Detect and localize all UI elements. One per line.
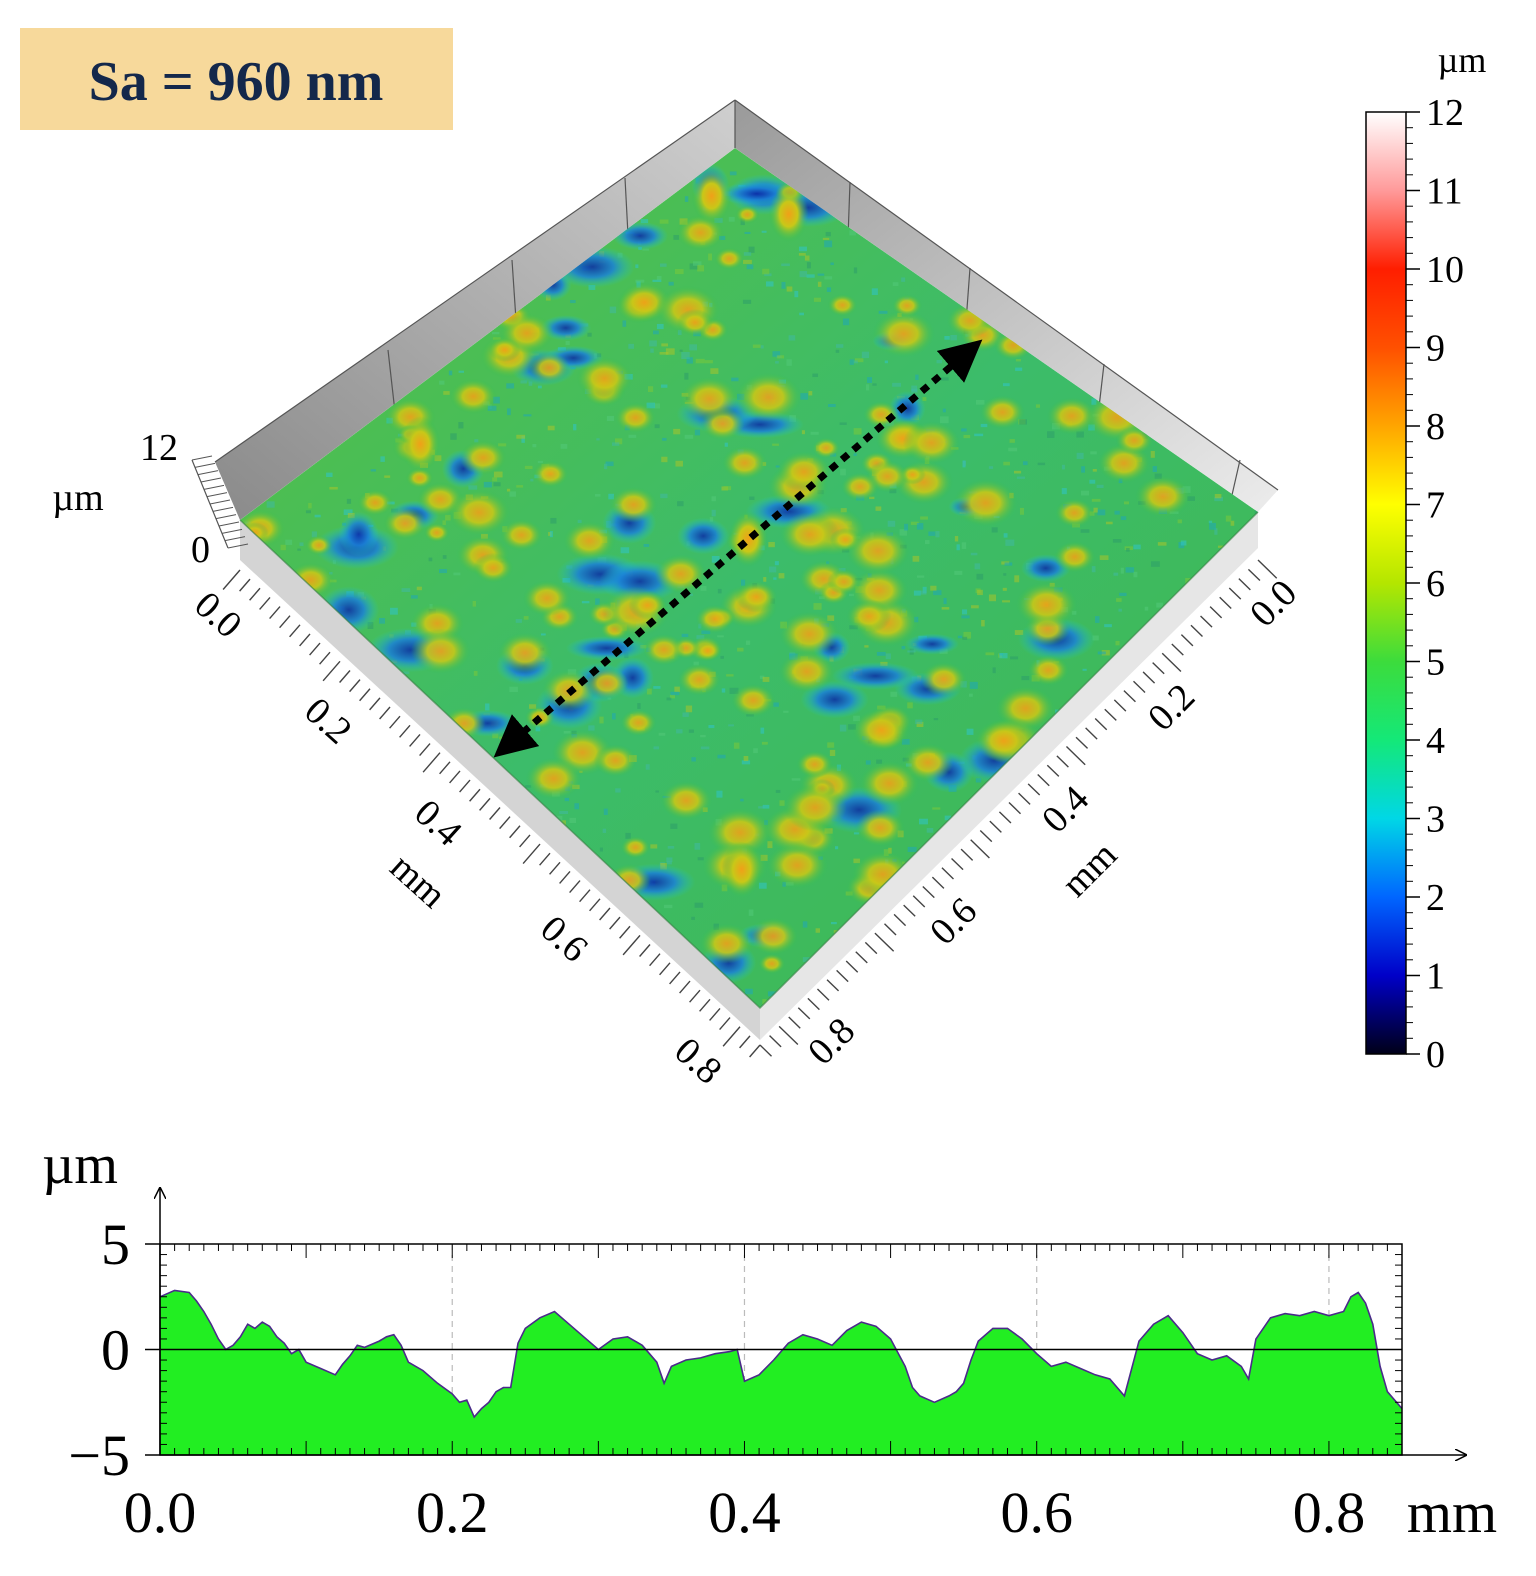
front-wall-right	[760, 512, 1258, 1040]
profile-xtick-0: 0.0	[124, 1480, 197, 1545]
colorbar-tick-12: 12	[1426, 92, 1464, 134]
profile-ytick-0: 5	[101, 1212, 130, 1277]
x3d-tick-0: 0.0	[186, 584, 249, 647]
profile-area	[160, 1290, 1402, 1455]
profile-xtick-4: 0.8	[1293, 1480, 1366, 1545]
y3d-tick-2: 0.4	[1034, 778, 1097, 841]
y3d-tick-1: 0.2	[1140, 676, 1203, 739]
x3d-tick-2: 0.4	[406, 792, 469, 855]
profile-ytick-2: −5	[68, 1423, 130, 1488]
profile-line	[159, 1289, 1403, 1419]
colorbar-tick-3: 3	[1426, 799, 1445, 841]
z-axis: 12 0 µm	[52, 427, 249, 571]
colorbar-gradient	[1365, 111, 1407, 1055]
profile-xtick-2: 0.4	[708, 1480, 781, 1545]
front-wall-left	[240, 520, 760, 1040]
y3d-axis-label: mm	[1054, 834, 1126, 906]
back-wall-left	[215, 100, 735, 520]
colorbar-tick-6: 6	[1426, 563, 1445, 605]
profile-minor-ticks	[159, 1243, 1403, 1456]
x3d-tick-1: 0.2	[296, 690, 359, 753]
colorbar-tick-9: 9	[1426, 328, 1445, 370]
x-axis-3d-ticks	[222, 569, 761, 1058]
profile-x-label: mm	[1407, 1480, 1497, 1545]
back-wall-gridlines	[214, 99, 1279, 496]
colorbar-tick-4: 4	[1426, 720, 1445, 762]
colorbar-tick-7: 7	[1426, 485, 1445, 527]
colorbar-tick-1: 1	[1426, 956, 1445, 998]
surface-3d: 12 0 µm 0.0 0.2 0.4 mm 0.6 0.8 0.0 0.2 0…	[52, 99, 1305, 1093]
profile-y-label: µm	[42, 1134, 118, 1196]
x3d-tick-3: 0.6	[532, 908, 595, 971]
sa-badge: Sa = 960 nm	[20, 28, 453, 130]
colorbar-tick-8: 8	[1426, 406, 1445, 448]
z-tick-12: 12	[140, 427, 178, 469]
y-axis-3d-ticks	[759, 559, 1278, 1057]
x3d-axis-label: mm	[382, 846, 454, 917]
z-axis-label: µm	[52, 477, 103, 519]
x3d-tick-4: 0.8	[666, 1030, 729, 1093]
sa-badge-text: Sa = 960 nm	[89, 51, 384, 113]
back-wall-right	[735, 100, 1278, 512]
colorbar-tick-10: 10	[1426, 249, 1464, 291]
profile-xtick-3: 0.6	[1000, 1480, 1073, 1545]
z-tick-0: 0	[191, 529, 210, 571]
profile-ytick-1: 0	[101, 1318, 130, 1383]
profile-gridlines	[451, 1244, 1330, 1455]
y3d-tick-0: 0.0	[1242, 572, 1305, 635]
colorbar-tick-11: 11	[1426, 171, 1463, 213]
colorbar-tick-5: 5	[1426, 642, 1445, 684]
colorbar-unit: µm	[1438, 40, 1487, 80]
surface-rim	[239, 511, 1259, 1010]
colorbar-tick-0: 0	[1426, 1034, 1445, 1076]
y3d-tick-3: 0.6	[922, 890, 985, 953]
profile-chart: µm 5 0 −5 0.0 0.2 0.4 0.6 0.8 mm	[42, 1134, 1497, 1545]
profile-xtick-1: 0.2	[416, 1480, 489, 1545]
colorbar-tick-2: 2	[1426, 877, 1445, 919]
